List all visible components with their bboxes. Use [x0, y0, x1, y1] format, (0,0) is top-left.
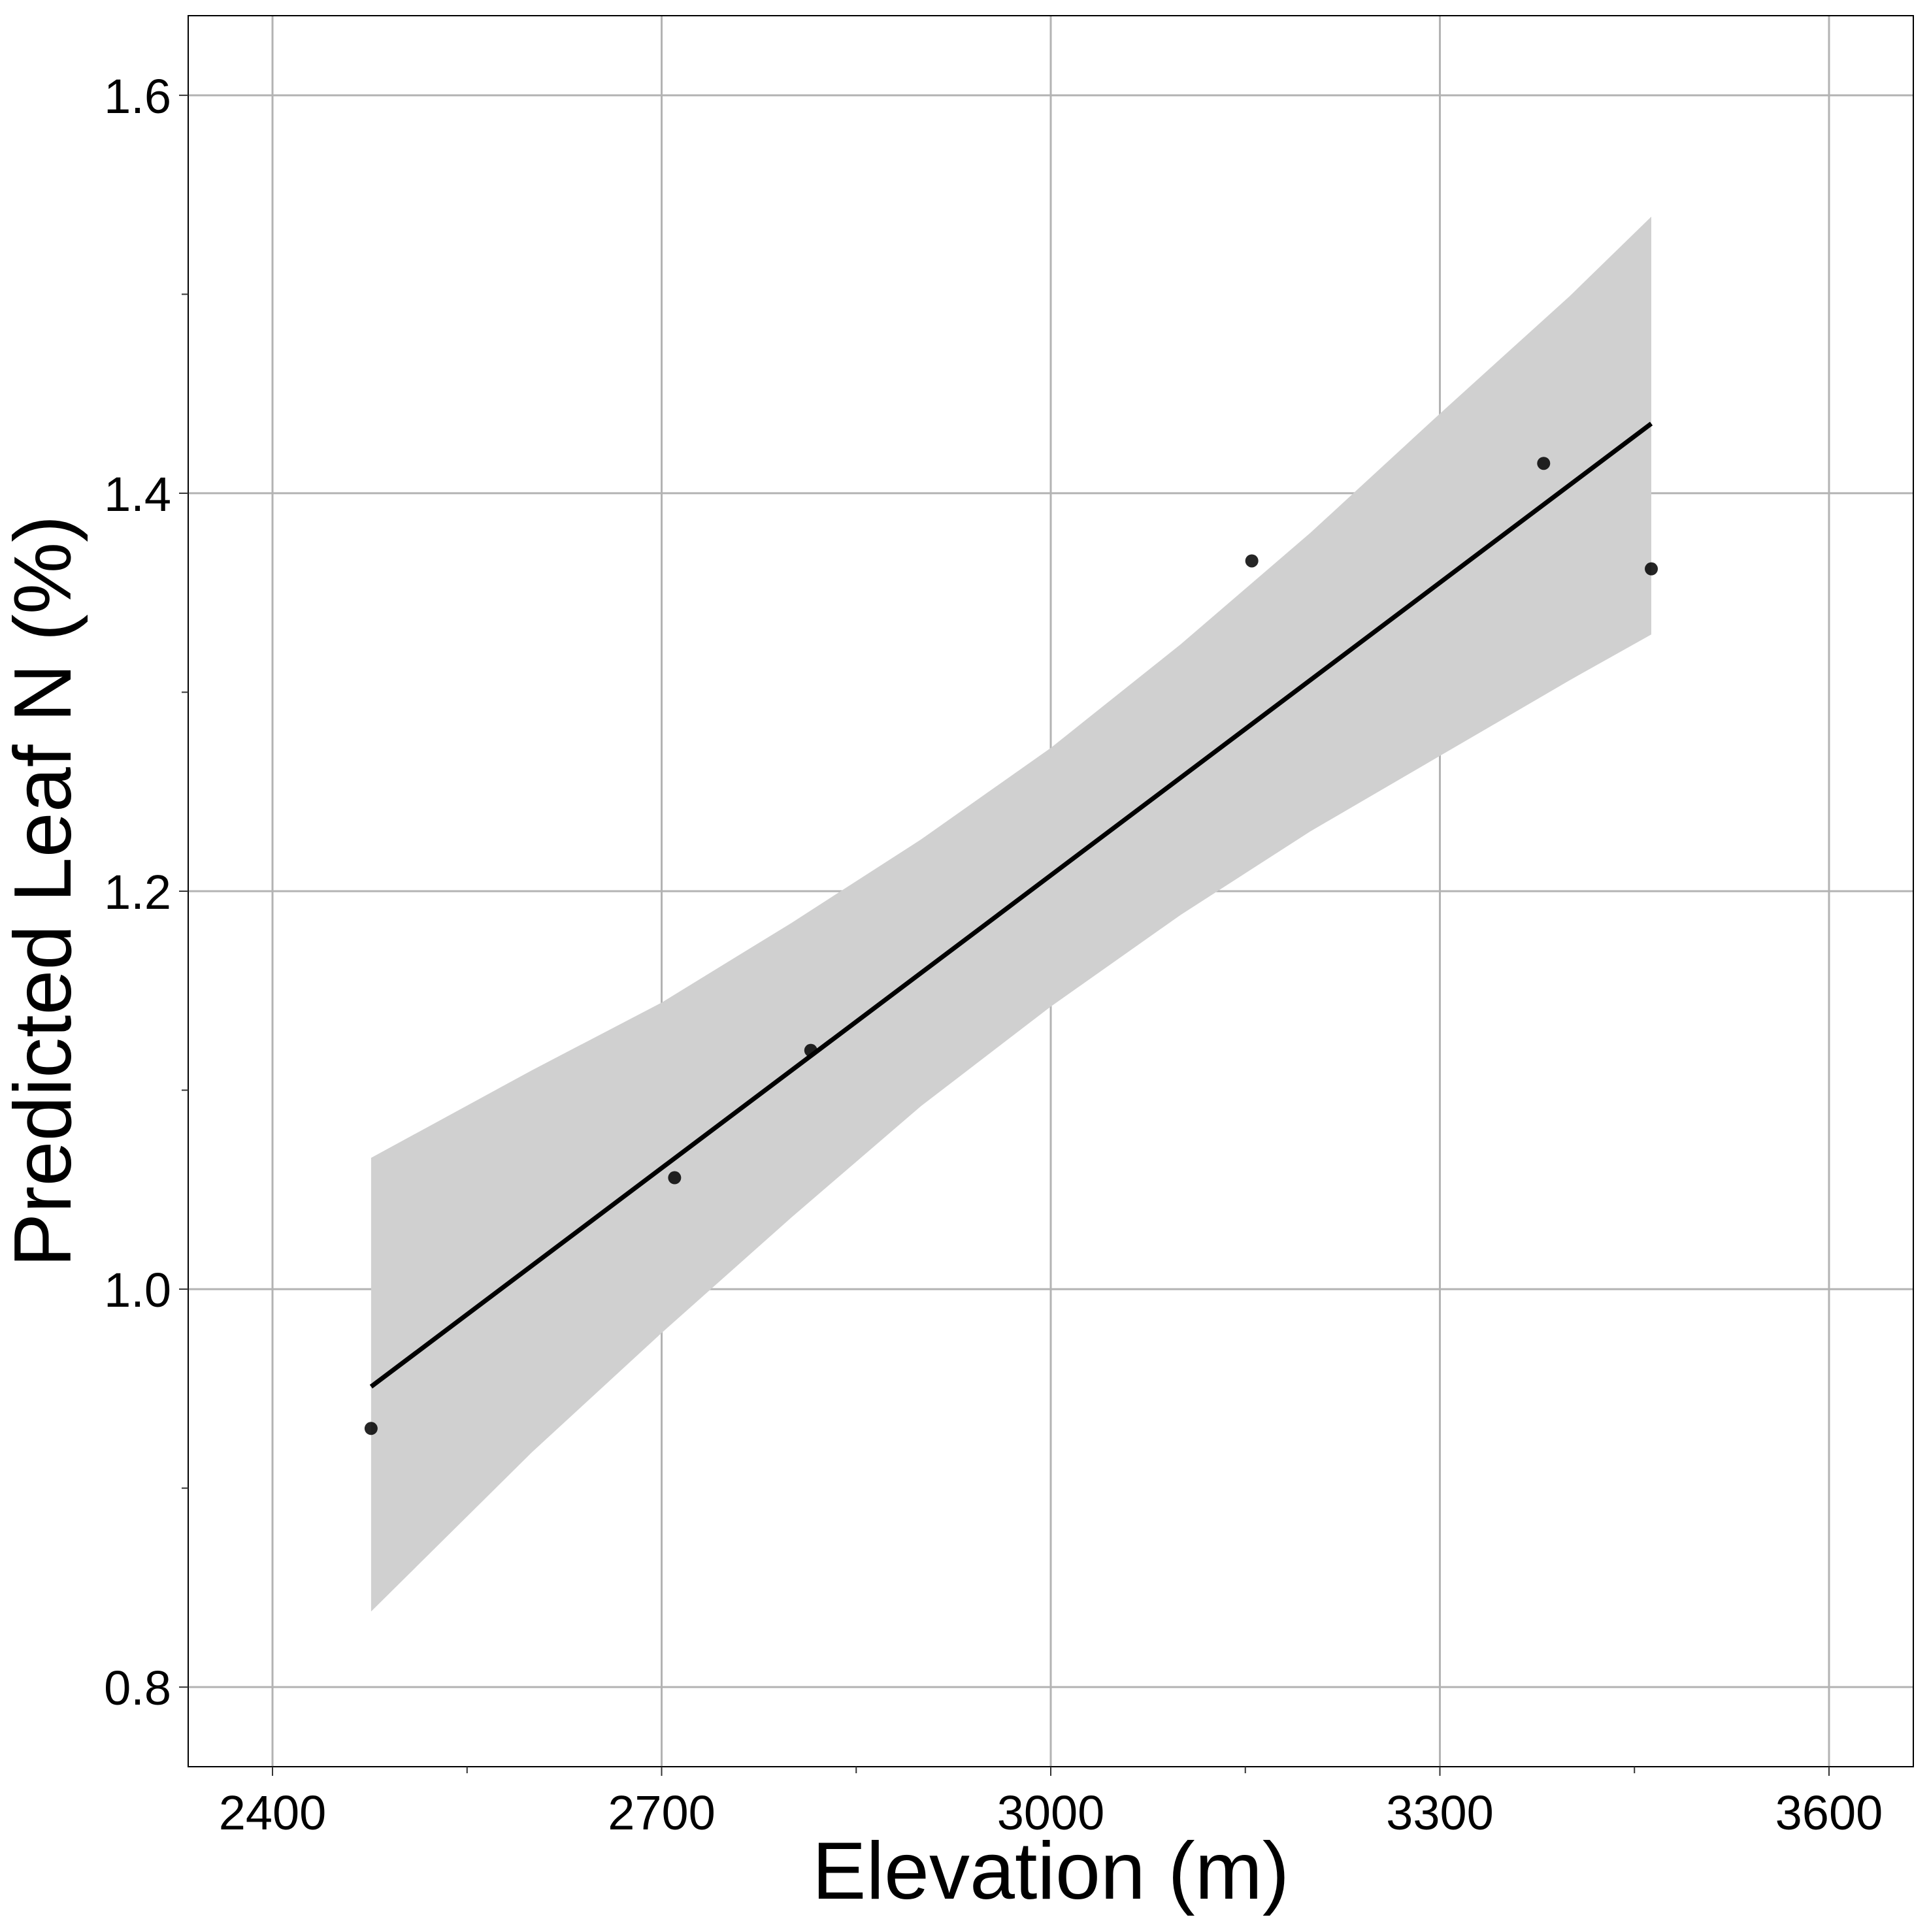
y-tick-label: 1.0 [104, 1263, 171, 1317]
x-tick-label: 2700 [608, 1786, 716, 1840]
data-point-5 [1537, 457, 1551, 470]
x-tick-label: 2400 [219, 1786, 327, 1840]
data-point-3 [804, 1043, 817, 1057]
data-point-2 [668, 1171, 682, 1185]
y-tick-label: 0.8 [104, 1661, 171, 1715]
data-point-4 [1245, 554, 1259, 568]
confidence-band [371, 216, 1651, 1612]
data-points [364, 457, 1658, 1435]
y-tick-label: 1.2 [104, 865, 171, 919]
x-tick-label: 3000 [997, 1786, 1105, 1840]
x-tick-label: 3600 [1775, 1786, 1883, 1840]
y-tick-label: 1.6 [104, 69, 171, 123]
fit-line-layer [369, 421, 1653, 1389]
y-axis-title: Predicted Leaf N (%) [0, 516, 88, 1268]
x-tick-label: 3300 [1386, 1786, 1494, 1840]
fit-line [369, 421, 1653, 1389]
y-tick-label: 1.4 [104, 467, 171, 521]
confidence-band-layer [371, 216, 1651, 1612]
data-point-6 [1645, 562, 1658, 576]
axes: 2400 2700 3000 3300 3600 0.8 1.0 1.2 1.4 1.6 [104, 69, 1883, 1840]
x-axis-title: Elevation (m) [812, 1826, 1289, 1916]
data-point-1 [364, 1422, 378, 1435]
